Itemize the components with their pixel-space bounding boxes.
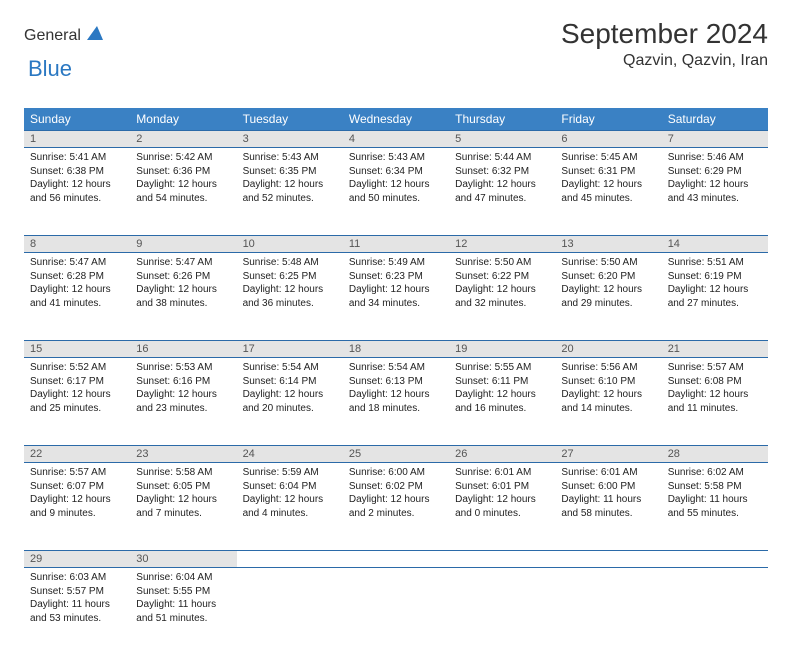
day-number-cell: 8: [24, 236, 130, 253]
day-number-cell: 9: [130, 236, 236, 253]
day-number-cell: 11: [343, 236, 449, 253]
day-number-cell: [555, 551, 661, 568]
day-body-cell: Sunrise: 5:50 AMSunset: 6:22 PMDaylight:…: [449, 253, 555, 341]
day-number-cell: 22: [24, 446, 130, 463]
day-number-cell: 29: [24, 551, 130, 568]
logo-sail-icon: [85, 24, 105, 47]
day-body-cell: Sunrise: 5:56 AMSunset: 6:10 PMDaylight:…: [555, 358, 661, 446]
day-number-cell: [662, 551, 768, 568]
day-number-cell: 13: [555, 236, 661, 253]
day-number-cell: 17: [237, 341, 343, 358]
logo-text-gray: General: [24, 27, 81, 45]
day-body-cell: Sunrise: 5:57 AMSunset: 6:08 PMDaylight:…: [662, 358, 768, 446]
day-number-cell: 27: [555, 446, 661, 463]
day-number-cell: 7: [662, 131, 768, 148]
day-body-cell: Sunrise: 6:01 AMSunset: 6:00 PMDaylight:…: [555, 463, 661, 551]
day-body-cell: Sunrise: 5:44 AMSunset: 6:32 PMDaylight:…: [449, 148, 555, 236]
day-number-cell: 5: [449, 131, 555, 148]
day-number-cell: [449, 551, 555, 568]
day-body-cell: Sunrise: 5:55 AMSunset: 6:11 PMDaylight:…: [449, 358, 555, 446]
day-body-cell: Sunrise: 6:00 AMSunset: 6:02 PMDaylight:…: [343, 463, 449, 551]
day-body-cell: Sunrise: 5:46 AMSunset: 6:29 PMDaylight:…: [662, 148, 768, 236]
day-number-cell: 18: [343, 341, 449, 358]
calendar-table: SundayMondayTuesdayWednesdayThursdayFrid…: [24, 108, 768, 656]
day-number-cell: 1: [24, 131, 130, 148]
day-body-cell: Sunrise: 5:50 AMSunset: 6:20 PMDaylight:…: [555, 253, 661, 341]
day-body-cell: Sunrise: 5:49 AMSunset: 6:23 PMDaylight:…: [343, 253, 449, 341]
day-header: Monday: [130, 108, 236, 131]
day-number-cell: 26: [449, 446, 555, 463]
day-body-cell: Sunrise: 5:57 AMSunset: 6:07 PMDaylight:…: [24, 463, 130, 551]
day-number-cell: 16: [130, 341, 236, 358]
day-number-cell: 28: [662, 446, 768, 463]
logo: General: [24, 18, 107, 47]
day-number-cell: 12: [449, 236, 555, 253]
day-body-cell: Sunrise: 5:59 AMSunset: 6:04 PMDaylight:…: [237, 463, 343, 551]
day-body-cell: Sunrise: 5:54 AMSunset: 6:14 PMDaylight:…: [237, 358, 343, 446]
page-title: September 2024: [561, 18, 768, 50]
day-body-cell: Sunrise: 6:02 AMSunset: 5:58 PMDaylight:…: [662, 463, 768, 551]
day-header: Saturday: [662, 108, 768, 131]
day-body-cell: Sunrise: 5:42 AMSunset: 6:36 PMDaylight:…: [130, 148, 236, 236]
day-number-cell: 6: [555, 131, 661, 148]
day-header: Thursday: [449, 108, 555, 131]
day-number-cell: 25: [343, 446, 449, 463]
day-body-cell: Sunrise: 5:48 AMSunset: 6:25 PMDaylight:…: [237, 253, 343, 341]
day-body-cell: Sunrise: 5:53 AMSunset: 6:16 PMDaylight:…: [130, 358, 236, 446]
day-body-cell: Sunrise: 5:43 AMSunset: 6:35 PMDaylight:…: [237, 148, 343, 236]
day-number-cell: [237, 551, 343, 568]
day-number-cell: 4: [343, 131, 449, 148]
day-body-cell: Sunrise: 5:54 AMSunset: 6:13 PMDaylight:…: [343, 358, 449, 446]
day-number-cell: 3: [237, 131, 343, 148]
day-number-cell: 19: [449, 341, 555, 358]
day-header: Wednesday: [343, 108, 449, 131]
day-number-cell: 10: [237, 236, 343, 253]
day-number-cell: 20: [555, 341, 661, 358]
day-body-cell: Sunrise: 5:58 AMSunset: 6:05 PMDaylight:…: [130, 463, 236, 551]
day-number-cell: 15: [24, 341, 130, 358]
day-number-cell: 14: [662, 236, 768, 253]
day-number-cell: [343, 551, 449, 568]
day-body-cell: Sunrise: 5:41 AMSunset: 6:38 PMDaylight:…: [24, 148, 130, 236]
day-body-cell: Sunrise: 5:51 AMSunset: 6:19 PMDaylight:…: [662, 253, 768, 341]
day-body-cell: Sunrise: 6:01 AMSunset: 6:01 PMDaylight:…: [449, 463, 555, 551]
day-header: Friday: [555, 108, 661, 131]
day-body-cell: Sunrise: 5:43 AMSunset: 6:34 PMDaylight:…: [343, 148, 449, 236]
day-header: Tuesday: [237, 108, 343, 131]
day-body-cell: Sunrise: 5:45 AMSunset: 6:31 PMDaylight:…: [555, 148, 661, 236]
day-body-cell: Sunrise: 5:52 AMSunset: 6:17 PMDaylight:…: [24, 358, 130, 446]
day-body-cell: Sunrise: 5:47 AMSunset: 6:28 PMDaylight:…: [24, 253, 130, 341]
logo-text-blue: Blue: [28, 56, 72, 81]
day-number-cell: 21: [662, 341, 768, 358]
day-number-cell: 24: [237, 446, 343, 463]
day-number-cell: 30: [130, 551, 236, 568]
day-number-cell: 23: [130, 446, 236, 463]
day-header: Sunday: [24, 108, 130, 131]
day-body-cell: Sunrise: 5:47 AMSunset: 6:26 PMDaylight:…: [130, 253, 236, 341]
day-number-cell: 2: [130, 131, 236, 148]
